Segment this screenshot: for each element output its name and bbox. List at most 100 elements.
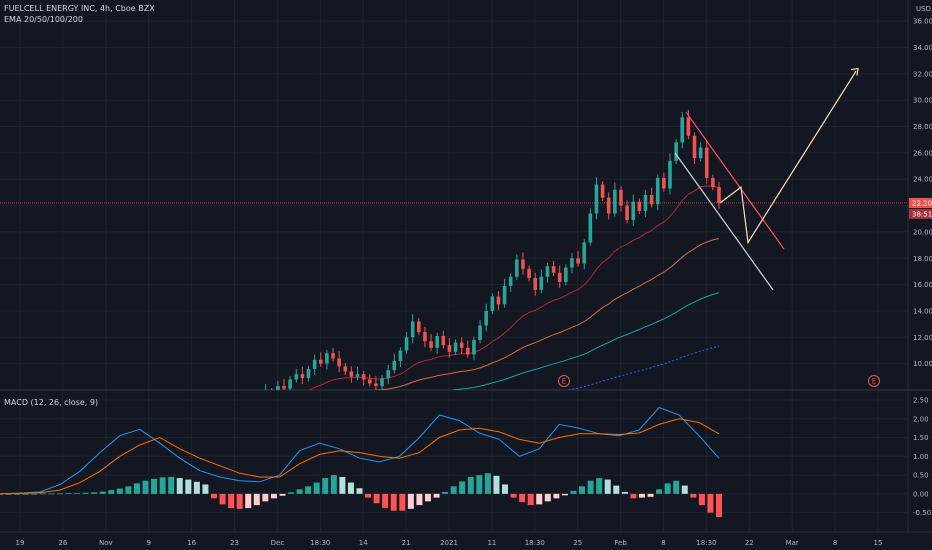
current-price-tag — [909, 197, 932, 208]
candle-body — [619, 189, 623, 206]
projection-path — [719, 70, 857, 245]
time-tick-label: 25 — [573, 539, 582, 547]
trendline-white-channel — [674, 152, 774, 291]
candle-body — [392, 361, 397, 371]
candle-body — [325, 353, 329, 364]
candle-body — [668, 160, 672, 189]
candle-body — [502, 285, 507, 305]
candle-body — [337, 358, 341, 367]
time-tick-label: 21 — [402, 539, 411, 547]
price-tick-label: 10.00 — [913, 360, 932, 368]
macd-histogram-bar — [476, 475, 483, 494]
candle-body — [312, 359, 317, 369]
price-tick-label: 12.00 — [913, 334, 932, 342]
candle-body — [711, 177, 715, 188]
macd-histogram-bar — [108, 490, 115, 494]
candle-body — [686, 117, 691, 136]
macd-histogram-bar — [39, 493, 46, 495]
candle-body — [288, 379, 292, 389]
candle-body — [276, 386, 280, 390]
candle-body — [533, 278, 538, 290]
macd-histogram-bar — [176, 478, 183, 494]
macd-tick-label: -0.50 — [913, 509, 931, 517]
macd-histogram-bar — [527, 493, 534, 506]
macd-histogram-bar — [5, 493, 12, 495]
current-price-label: 22.20 — [912, 199, 932, 207]
macd-histogram-bar — [673, 480, 680, 494]
macd-histogram-bar — [587, 480, 594, 494]
macd-histogram-bar — [253, 493, 260, 506]
macd-histogram-bar — [502, 484, 509, 494]
macd-histogram-bar — [193, 481, 200, 494]
trendline-red-channel — [685, 111, 785, 250]
ema-legend[interactable]: EMA 20/50/100/200 — [4, 15, 83, 24]
macd-histogram-bar — [698, 493, 705, 506]
ema-50-line — [367, 238, 720, 390]
candle-body — [484, 310, 488, 326]
macd-histogram-bar — [544, 493, 551, 502]
time-tick-label: 22 — [745, 539, 754, 547]
price-tick-label: 30.00 — [913, 97, 932, 105]
candle-body — [367, 379, 372, 384]
macd-histogram-bar — [647, 493, 654, 497]
macd-histogram-bar — [288, 492, 295, 494]
candle-body — [459, 342, 464, 348]
candle-body — [576, 258, 580, 264]
candle-body — [423, 332, 427, 342]
price-tick-label: 18.00 — [913, 255, 932, 263]
macd-histogram-bar — [484, 473, 491, 494]
macd-histogram-bar — [638, 493, 645, 498]
macd-pane — [0, 399, 908, 518]
candle-body — [478, 325, 482, 340]
macd-histogram-bar — [313, 482, 320, 494]
candle-body — [441, 335, 446, 346]
candle-body — [600, 184, 605, 198]
candle-body — [282, 386, 286, 389]
candle-body — [435, 335, 439, 348]
countdown-label: 38:51 — [912, 210, 932, 218]
candle-body — [496, 296, 501, 305]
macd-tick-label: 2.00 — [913, 415, 929, 423]
candle-body — [361, 374, 366, 380]
time-tick-label: 15 — [874, 539, 883, 547]
candlesticks — [265, 110, 721, 390]
macd-histogram-bar — [416, 493, 423, 506]
drawing-tools[interactable] — [674, 67, 859, 291]
macd-histogram-bar — [450, 486, 457, 494]
candle-body — [466, 347, 470, 355]
macd-histogram-bar — [116, 488, 123, 494]
candle-body — [472, 339, 476, 355]
macd-histogram-bar — [270, 493, 277, 499]
candle-body — [404, 337, 409, 351]
macd-histogram-bar — [630, 493, 637, 499]
macd-histogram-bar — [219, 493, 226, 505]
macd-histogram-bar — [553, 493, 560, 499]
candle-body — [343, 366, 348, 372]
candle-body — [692, 135, 697, 159]
time-tick-label: 2021 — [440, 539, 458, 547]
candle-body — [429, 341, 433, 348]
candle-body — [637, 201, 642, 211]
time-tick-label: 23 — [230, 539, 239, 547]
macd-histogram-bar — [65, 493, 72, 494]
candle-body — [606, 197, 611, 214]
symbol-legend[interactable]: FUELCELL ENERGY INC, 4h, Cboe BZX — [4, 4, 155, 13]
macd-histogram-bar — [339, 476, 346, 494]
candle-body — [410, 321, 415, 338]
macd-histogram-bar — [142, 480, 149, 494]
macd-histogram-bar — [48, 493, 55, 495]
axes: 10.0012.0014.0016.0018.0020.0022.0024.00… — [0, 5, 932, 547]
candle-body — [662, 177, 666, 189]
macd-legend[interactable]: MACD (12, 26, close, 9) — [4, 398, 99, 407]
macd-histogram-bar — [322, 478, 329, 494]
candle-body — [564, 267, 568, 282]
macd-histogram-bar — [373, 493, 380, 504]
macd-histogram-bar — [442, 491, 449, 494]
macd-histogram-bar — [74, 493, 81, 494]
macd-histogram-bar — [382, 493, 389, 509]
macd-histogram-bar — [621, 491, 628, 494]
macd-histogram-bar — [236, 493, 243, 509]
macd-histogram-bar — [91, 492, 98, 494]
